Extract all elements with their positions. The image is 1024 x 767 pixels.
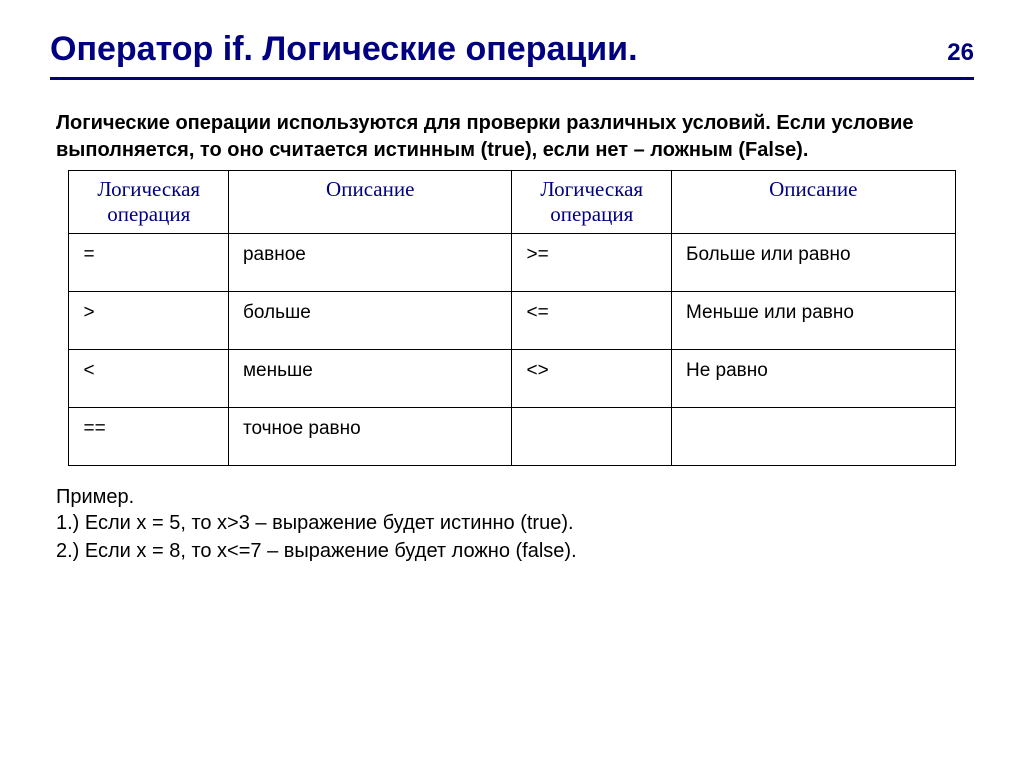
cell-op2: >=: [512, 234, 671, 292]
cell-desc2: Больше или равно: [671, 234, 955, 292]
th-desc1: Описание: [228, 171, 512, 234]
th-desc2: Описание: [671, 171, 955, 234]
cell-op1: =: [69, 234, 228, 292]
intro-paragraph: Логические операции используются для про…: [50, 110, 974, 164]
cell-desc2: Меньше или равно: [671, 292, 955, 350]
example-line-1: 1.) Если x = 5, то x>3 – выражение будет…: [50, 509, 974, 537]
example-title: Пример.: [50, 486, 974, 509]
cell-op2: <=: [512, 292, 671, 350]
cell-op1: ==: [69, 408, 228, 466]
cell-desc1: точное равно: [228, 408, 512, 466]
cell-desc2: [671, 408, 955, 466]
slide-title: Оператор if. Логические операции.: [50, 30, 638, 69]
table-row: < меньше <> Не равно: [69, 350, 955, 408]
table-header-row: Логическая операция Описание Логическая …: [69, 171, 955, 234]
table-row: = равное >= Больше или равно: [69, 234, 955, 292]
cell-op2: <>: [512, 350, 671, 408]
cell-op2: [512, 408, 671, 466]
operations-table: Логическая операция Описание Логическая …: [68, 170, 955, 466]
page-number: 26: [947, 39, 974, 67]
header-row: Оператор if. Логические операции. 26: [50, 30, 974, 69]
cell-desc2: Не равно: [671, 350, 955, 408]
title-divider: [50, 77, 974, 80]
cell-op1: <: [69, 350, 228, 408]
th-op2: Логическая операция: [512, 171, 671, 234]
table-row: == точное равно: [69, 408, 955, 466]
cell-desc1: меньше: [228, 350, 512, 408]
cell-desc1: больше: [228, 292, 512, 350]
example-line-2: 2.) Если x = 8, то x<=7 – выражение буде…: [50, 537, 974, 565]
cell-op1: >: [69, 292, 228, 350]
th-op1: Логическая операция: [69, 171, 228, 234]
table-row: > больше <= Меньше или равно: [69, 292, 955, 350]
cell-desc1: равное: [228, 234, 512, 292]
